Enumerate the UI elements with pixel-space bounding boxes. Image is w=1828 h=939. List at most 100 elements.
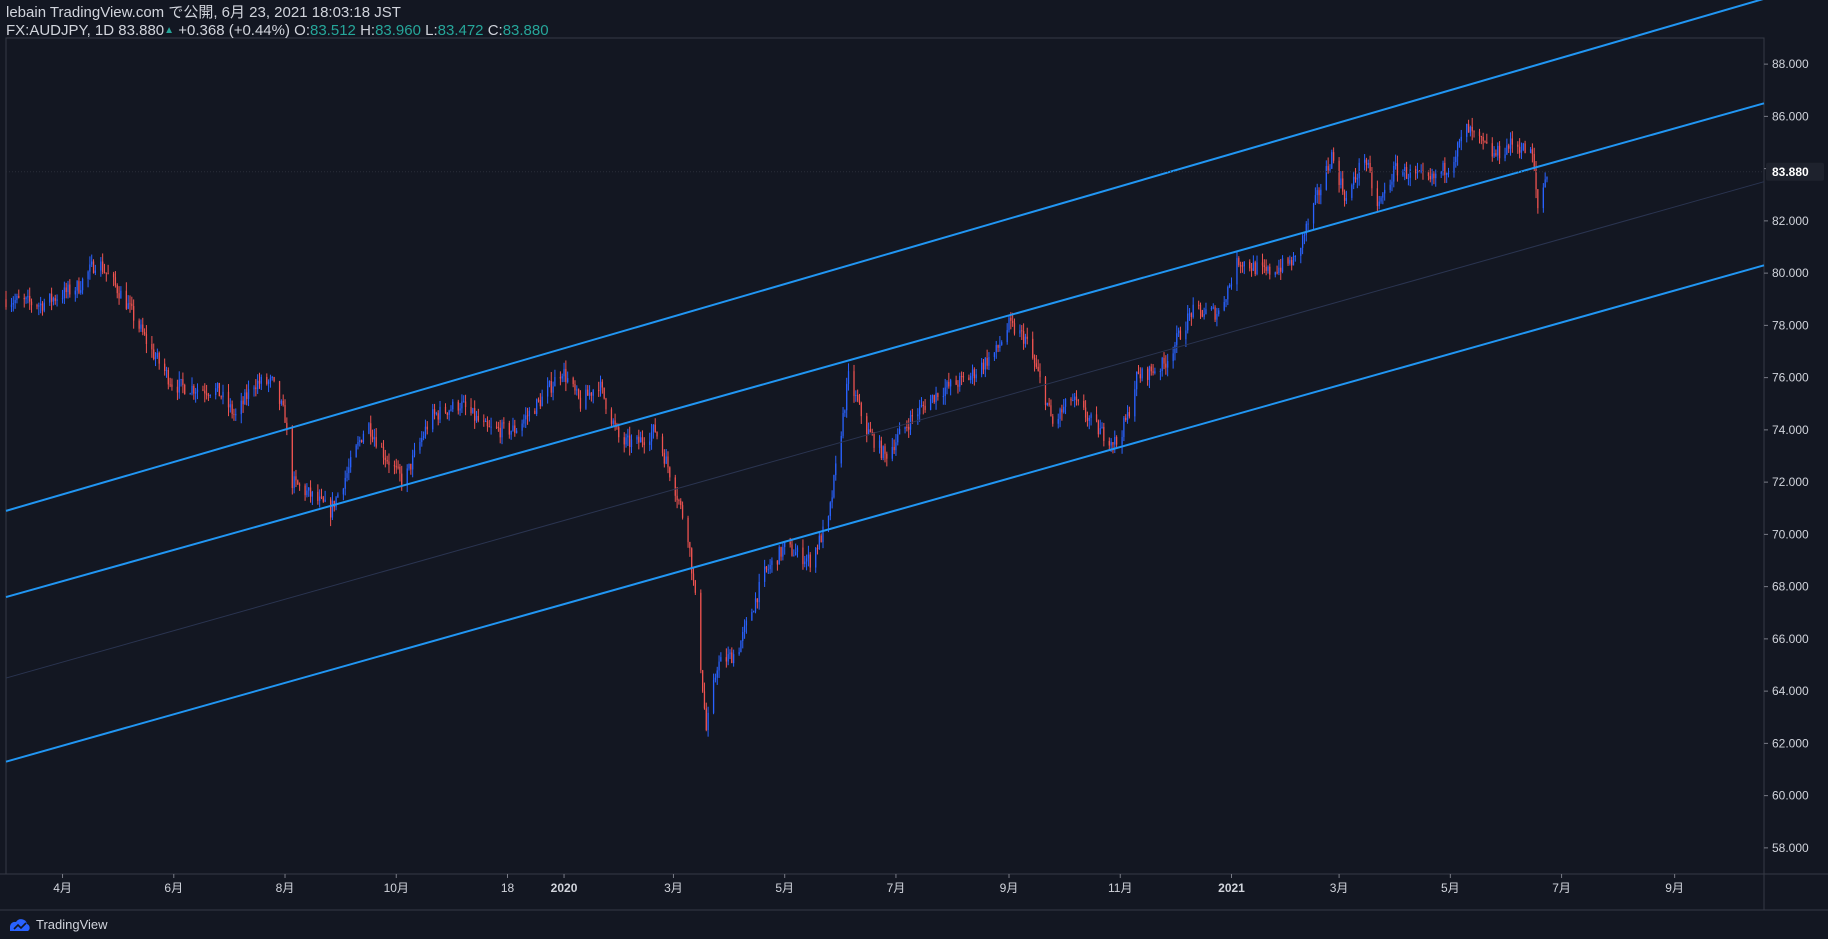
candle-body <box>753 611 755 613</box>
candle-body <box>636 436 638 440</box>
candle-body <box>324 499 326 502</box>
candle-body <box>154 357 157 360</box>
candle-body <box>1278 267 1280 274</box>
y-tick-label: 58.000 <box>1772 841 1809 855</box>
candle-body <box>629 435 631 448</box>
candle-body <box>1520 150 1523 153</box>
candle-body <box>1460 136 1462 142</box>
candle-body <box>322 497 324 502</box>
candle-body <box>1148 366 1151 380</box>
candle-body <box>1192 304 1194 317</box>
candle-body <box>818 535 820 549</box>
candle-body <box>1422 170 1424 172</box>
candle-body <box>1294 255 1296 257</box>
candle-body <box>1318 190 1320 196</box>
candle-body <box>1342 178 1344 192</box>
candle-body <box>1137 371 1140 375</box>
candle-body <box>178 379 180 393</box>
y-tick-label: 80.000 <box>1772 266 1809 280</box>
candle-body <box>151 344 153 350</box>
candle-body <box>937 393 939 398</box>
candle-body <box>1456 142 1459 157</box>
last-price: 83.880 <box>118 22 165 39</box>
candle-body <box>182 379 184 385</box>
candle-body <box>67 284 69 293</box>
candle-body <box>898 428 901 435</box>
candle-body <box>1276 272 1278 274</box>
low-value: 83.472 <box>437 22 484 39</box>
candle-body <box>14 299 16 304</box>
candle-body <box>610 409 613 424</box>
candle-body <box>76 281 78 291</box>
candle-body <box>1331 152 1333 169</box>
candle-body <box>1229 284 1231 288</box>
candle-body <box>1393 166 1395 182</box>
candle-body <box>1141 368 1143 379</box>
candle-body <box>1010 317 1012 321</box>
candle-body <box>1345 197 1348 201</box>
candle-body <box>1205 309 1207 315</box>
candle-body <box>1506 145 1508 155</box>
x-tick-label: 5月 <box>775 881 794 895</box>
candle-body <box>878 440 881 448</box>
candle-body <box>1128 412 1131 417</box>
change-value: +0.368 (+0.44%) <box>178 22 290 39</box>
candle-body <box>703 691 706 709</box>
candle-body <box>470 407 472 413</box>
candle-body <box>1099 428 1101 435</box>
candle-body <box>942 395 944 398</box>
candle-body <box>495 426 498 428</box>
candle-body <box>1112 442 1114 445</box>
x-tick-label: 9月 <box>1665 881 1684 895</box>
candle-body <box>65 287 67 293</box>
candle-body <box>546 385 549 397</box>
candle-body <box>539 400 541 407</box>
candle-body <box>552 386 554 393</box>
candle-body <box>138 320 140 329</box>
candle-body <box>891 446 893 459</box>
candle-body <box>908 426 910 430</box>
candle-body <box>895 442 897 451</box>
candle-body <box>1134 389 1136 417</box>
candle-body <box>656 432 658 437</box>
candle-body <box>1369 162 1371 172</box>
candle-body <box>1511 138 1513 145</box>
candle-body <box>1256 262 1258 275</box>
candle-body <box>880 440 882 459</box>
candle-body <box>1243 261 1245 267</box>
candle-body <box>142 324 144 333</box>
candle-body <box>587 389 589 396</box>
candle-body <box>680 500 682 506</box>
candle-body <box>1239 265 1242 267</box>
candle-body <box>1097 420 1100 435</box>
candle-body <box>40 303 42 306</box>
candle-body <box>1218 310 1220 315</box>
candle-body <box>169 384 171 386</box>
x-tick-label: 4月 <box>53 881 72 895</box>
candle-body <box>957 384 959 387</box>
candle-body <box>618 427 620 438</box>
candle-body <box>1201 310 1203 317</box>
candle-body <box>242 400 244 405</box>
candle-body <box>661 436 664 453</box>
candle-body <box>1203 314 1205 317</box>
candle-body <box>459 408 461 411</box>
y-tick-label: 82.000 <box>1772 214 1809 228</box>
candle-body <box>950 380 952 387</box>
candle-body <box>446 412 448 415</box>
candle-body <box>1050 405 1052 417</box>
candle-body <box>5 299 7 308</box>
candle-body <box>432 409 434 430</box>
candle-body <box>1376 188 1379 207</box>
candle-body <box>286 422 288 429</box>
tradingview-logo[interactable]: TradingView <box>6 917 108 932</box>
candle-body <box>565 368 567 382</box>
candle-body <box>359 440 361 442</box>
candle-body <box>678 500 680 502</box>
candle-body <box>1101 426 1103 429</box>
candle-body <box>1064 399 1067 407</box>
candle-body <box>1261 262 1264 266</box>
candle-body <box>368 423 370 434</box>
ohlc-line: FX:AUDJPY, 1D 83.880▲ +0.368 (+0.44%) O:… <box>6 22 549 40</box>
